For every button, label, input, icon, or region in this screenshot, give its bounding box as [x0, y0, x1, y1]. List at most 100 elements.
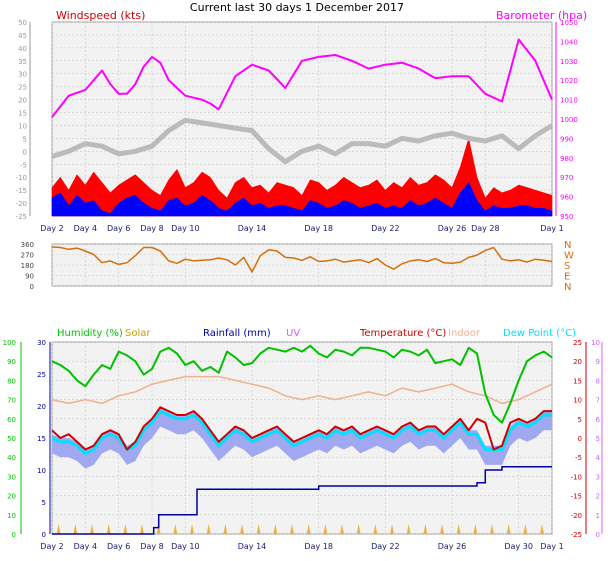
ytick-wind-left: 45 [18, 32, 27, 40]
ytick-humidity: 60 [7, 416, 16, 424]
ytick-uv: 5 [596, 435, 600, 443]
solar-spike [256, 524, 261, 534]
ytick-humidity: 10 [7, 512, 16, 520]
xtick-wind: Day 22 [371, 224, 400, 233]
wind-direction-series [51, 246, 553, 273]
indoor-temp-series [51, 375, 553, 405]
ytick-temp: -10 [571, 473, 582, 481]
ytick-uv: 6 [596, 416, 601, 424]
legend-item: Rainfall (mm) [203, 328, 271, 339]
solar-spike [173, 524, 178, 534]
ytick-humidity: 80 [7, 377, 16, 385]
ytick-wind-left: 25 [18, 84, 27, 92]
solar-spike [540, 524, 544, 534]
ytick-uv: 0 [596, 531, 600, 539]
ytick-wind-left: 40 [18, 45, 27, 53]
ytick-rain: 30 [37, 339, 46, 347]
xtick-temp: Day 30 [504, 542, 533, 551]
ytick-wind-left: -15 [16, 187, 27, 195]
legend-item: Humidity (%) [57, 328, 123, 339]
xtick-wind: Day 14 [238, 224, 267, 233]
ytick-wind-right: 980 [560, 155, 573, 163]
solar-spike [506, 524, 511, 534]
dew-point-series [51, 409, 552, 455]
xtick-temp: Day 18 [304, 542, 333, 551]
ytick-humidity: 70 [7, 397, 16, 405]
xtick-temp: Day 14 [238, 542, 267, 551]
ytick-uv: 3 [596, 473, 600, 481]
solar-spike [290, 524, 294, 534]
solar-spike [156, 524, 161, 534]
ytick-wind-left: -25 [16, 213, 27, 221]
ytick-uv: 9 [596, 358, 600, 366]
xtick-temp: Day 10 [171, 542, 200, 551]
ytick-uv: 8 [596, 377, 600, 385]
ytick-humidity: 20 [7, 493, 16, 501]
ytick-wind-left: 15 [18, 110, 27, 118]
xtick-temp: Day 26 [438, 542, 467, 551]
ytick-direction: 180 [21, 262, 34, 270]
ytick-wind-left: 50 [18, 19, 27, 27]
ytick-uv: 1 [596, 512, 600, 520]
ytick-humidity: 100 [3, 339, 16, 347]
ytick-compass: N [564, 282, 571, 293]
ytick-wind-left: 0 [23, 148, 27, 156]
ytick-wind-right: 1040 [560, 38, 578, 46]
ytick-wind-right: 1010 [560, 97, 578, 105]
xtick-temp: Day 2 [40, 542, 63, 551]
solar-spike [306, 524, 311, 534]
solar-spike [440, 524, 444, 534]
ytick-direction: 270 [21, 252, 34, 260]
ytick-direction: 360 [21, 241, 34, 249]
ytick-humidity: 40 [7, 454, 16, 462]
xtick-wind: Day 6 [107, 224, 130, 233]
legend-item: UV [286, 328, 300, 339]
ytick-uv: 2 [596, 493, 600, 501]
ytick-temp: -5 [575, 454, 582, 462]
legend-item: Temperature (°C) [359, 328, 446, 339]
ytick-temp: 10 [573, 397, 582, 405]
ytick-wind-left: -20 [16, 200, 27, 208]
ytick-wind-right: 1030 [560, 58, 578, 66]
xtick-temp: Day 22 [371, 542, 400, 551]
xtick-wind: Day 1 [540, 224, 563, 233]
ytick-wind-left: 30 [18, 71, 27, 79]
ytick-direction: 0 [30, 283, 34, 291]
ytick-wind-left: -10 [16, 174, 27, 182]
ytick-wind-right: 1050 [560, 19, 578, 27]
xtick-wind: Day 10 [171, 224, 200, 233]
rainfall-series [52, 466, 552, 535]
xtick-wind: Day 28 [471, 224, 500, 233]
chart-title: Current last 30 days 1 December 2017 [190, 1, 404, 14]
legend-item: Solar [125, 328, 151, 339]
ytick-direction: 90 [25, 273, 34, 281]
xtick-wind: Day 8 [140, 224, 163, 233]
ytick-uv: 4 [596, 454, 601, 462]
wind-avg-series [51, 181, 553, 217]
ytick-rain: 10 [37, 467, 46, 475]
solar-spike [123, 524, 128, 534]
solar-spike [56, 524, 61, 534]
ytick-temp: -20 [571, 512, 582, 520]
solar-spike [323, 524, 328, 534]
ytick-humidity: 90 [7, 358, 16, 366]
xtick-wind: Day 26 [438, 224, 467, 233]
solar-spike [423, 524, 428, 534]
ytick-wind-right: 970 [560, 174, 573, 182]
ylabel-wind: Windspeed (kts) [56, 9, 145, 22]
solar-spike [490, 524, 494, 534]
xtick-temp: Day 4 [74, 542, 97, 551]
ytick-humidity: 30 [7, 473, 16, 481]
solar-spike [240, 524, 244, 534]
ytick-temp: 25 [573, 339, 582, 347]
ytick-uv: 7 [596, 397, 600, 405]
xtick-wind: Day 4 [74, 224, 97, 233]
legend-item: Dew Point (°C) [503, 328, 576, 339]
ytick-rain: 5 [42, 499, 46, 507]
ytick-compass: E [564, 272, 570, 283]
ytick-rain: 15 [37, 435, 46, 443]
ytick-wind-left: 5 [23, 135, 27, 143]
ytick-temp: -15 [571, 493, 582, 501]
